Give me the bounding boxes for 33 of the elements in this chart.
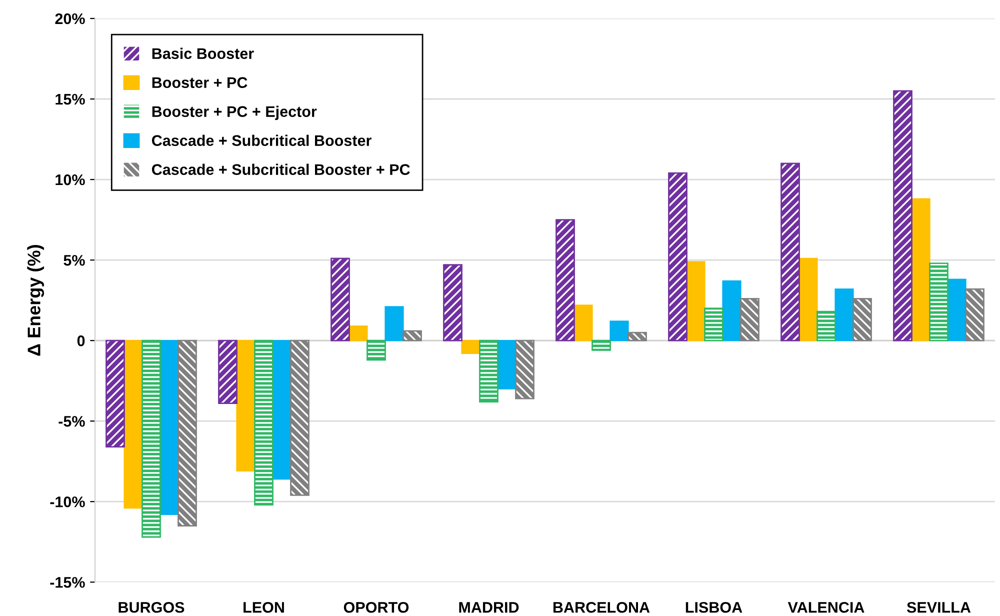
y-tick-label: 5%: [64, 254, 85, 266]
y-tick-label: 15%: [56, 94, 85, 105]
x-tick-label: LISBOA: [686, 602, 742, 613]
bar: [686, 261, 706, 342]
y-tick-label: -10%: [50, 496, 85, 508]
x-tick-label: BARCELONA: [553, 602, 650, 613]
y-tick-label: 10%: [56, 174, 85, 186]
legend-label: Cascade + Subcritical Booster: [152, 134, 372, 146]
bar: [574, 304, 593, 342]
bar: [236, 340, 256, 472]
y-tick-label: -15%: [50, 577, 85, 588]
x-tick-label: BURGOS: [118, 602, 184, 613]
y-tick-label: 20%: [55, 13, 85, 24]
bar: [834, 288, 854, 342]
bar: [461, 340, 480, 354]
bar: [384, 306, 404, 342]
bar: [348, 326, 368, 342]
legend-label: Cascade + Subcritical Booster + PC: [152, 164, 410, 175]
y-axis-title: Δ Energy (%): [27, 245, 44, 356]
bar: [911, 198, 930, 342]
bar: [610, 320, 629, 342]
bar: [798, 258, 818, 342]
x-tick-label: OPORTO: [344, 602, 409, 613]
legend-label: Basic Booster: [152, 48, 254, 60]
x-tick-label: LEON: [244, 602, 284, 613]
x-tick-label: MADRID: [459, 602, 519, 613]
bar: [722, 280, 742, 342]
x-tick-label: SEVILLA: [906, 602, 971, 613]
y-tick-label: 0: [77, 335, 85, 346]
legend-label: Booster + PC + Ejector: [152, 106, 317, 120]
legend-label: Booster + PC: [152, 77, 248, 88]
x-tick-label: VALENCIA: [788, 602, 864, 613]
y-tick-label: -5%: [58, 416, 85, 427]
